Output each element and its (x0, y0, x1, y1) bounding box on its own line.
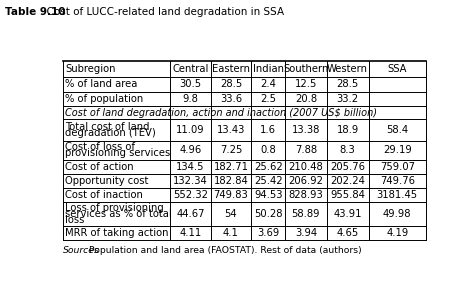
Text: 25.62: 25.62 (254, 162, 283, 172)
Text: 20.8: 20.8 (295, 94, 317, 104)
Text: SSA: SSA (387, 64, 407, 74)
Text: 3181.45: 3181.45 (377, 190, 418, 200)
Text: 25.42: 25.42 (254, 176, 283, 186)
Text: 43.91: 43.91 (333, 209, 362, 219)
Text: 749.76: 749.76 (380, 176, 415, 186)
Text: 134.5: 134.5 (176, 162, 205, 172)
Text: 2.5: 2.5 (260, 94, 276, 104)
Text: 50.28: 50.28 (254, 209, 283, 219)
Text: 0.8: 0.8 (260, 145, 276, 155)
Text: 13.38: 13.38 (292, 125, 320, 135)
Text: Eastern: Eastern (212, 64, 250, 74)
Text: Population and land area (FAOSTAT). Rest of data (authors): Population and land area (FAOSTAT). Rest… (86, 246, 362, 254)
Text: 182.84: 182.84 (214, 176, 248, 186)
Text: 4.11: 4.11 (179, 228, 201, 238)
Text: Sources: Sources (63, 246, 100, 254)
Text: 4.1: 4.1 (223, 228, 239, 238)
Text: 13.43: 13.43 (217, 125, 245, 135)
Text: Central: Central (172, 64, 209, 74)
Text: 552.32: 552.32 (173, 190, 208, 200)
Text: 749.83: 749.83 (214, 190, 248, 200)
Text: 9.8: 9.8 (182, 94, 198, 104)
Text: 182.71: 182.71 (213, 162, 248, 172)
Text: 94.53: 94.53 (254, 190, 283, 200)
Text: 12.5: 12.5 (295, 79, 317, 89)
Text: 206.92: 206.92 (288, 176, 323, 186)
Text: degradation (TEV): degradation (TEV) (65, 128, 156, 138)
Text: 28.5: 28.5 (337, 79, 359, 89)
Text: 33.6: 33.6 (220, 94, 242, 104)
Text: 7.25: 7.25 (220, 145, 242, 155)
Text: 759.07: 759.07 (380, 162, 415, 172)
Text: 28.5: 28.5 (220, 79, 242, 89)
Text: Cost of action: Cost of action (65, 162, 134, 172)
Text: Cost of LUCC-related land degradation in SSA: Cost of LUCC-related land degradation in… (40, 7, 284, 17)
Text: 44.67: 44.67 (176, 209, 205, 219)
Text: % of land area: % of land area (65, 79, 138, 89)
Text: Table 9.10: Table 9.10 (5, 7, 65, 17)
Text: 210.48: 210.48 (289, 162, 323, 172)
Text: 205.76: 205.76 (330, 162, 365, 172)
Text: 7.88: 7.88 (295, 145, 317, 155)
Text: provisioning services: provisioning services (65, 148, 171, 158)
Text: 58.4: 58.4 (386, 125, 408, 135)
Text: services as % of total: services as % of total (65, 209, 172, 219)
Text: Cost of loss of: Cost of loss of (65, 142, 136, 152)
Text: 4.19: 4.19 (386, 228, 408, 238)
Text: 3.94: 3.94 (295, 228, 317, 238)
Text: 4.96: 4.96 (179, 145, 201, 155)
Text: Cost of land degradation, action and inaction (2007 US$ billion): Cost of land degradation, action and ina… (65, 108, 377, 118)
Text: 955.84: 955.84 (330, 190, 365, 200)
Text: 2.4: 2.4 (260, 79, 276, 89)
Text: 828.93: 828.93 (289, 190, 323, 200)
Text: Indian: Indian (253, 64, 283, 74)
Text: 11.09: 11.09 (176, 125, 205, 135)
Text: 54: 54 (225, 209, 237, 219)
Text: 4.65: 4.65 (337, 228, 359, 238)
Text: MRR of taking action: MRR of taking action (65, 228, 169, 238)
Text: Southern: Southern (283, 64, 328, 74)
Text: Opportunity cost: Opportunity cost (65, 176, 149, 186)
Text: 29.19: 29.19 (383, 145, 411, 155)
Text: 49.98: 49.98 (383, 209, 411, 219)
Text: 1.6: 1.6 (260, 125, 276, 135)
Text: 8.3: 8.3 (340, 145, 356, 155)
Text: 18.9: 18.9 (337, 125, 359, 135)
Text: 30.5: 30.5 (179, 79, 201, 89)
Text: 33.2: 33.2 (337, 94, 359, 104)
Text: Total cost of land: Total cost of land (65, 122, 150, 132)
Text: loss: loss (65, 215, 85, 225)
Text: 58.89: 58.89 (292, 209, 320, 219)
Text: 132.34: 132.34 (173, 176, 208, 186)
Text: 202.24: 202.24 (330, 176, 365, 186)
Text: Loss of provisioning: Loss of provisioning (65, 203, 164, 213)
Text: Western: Western (327, 64, 368, 74)
Text: Subregion: Subregion (65, 64, 116, 74)
Text: Cost of inaction: Cost of inaction (65, 190, 143, 200)
Text: % of population: % of population (65, 94, 144, 104)
Text: 3.69: 3.69 (257, 228, 279, 238)
